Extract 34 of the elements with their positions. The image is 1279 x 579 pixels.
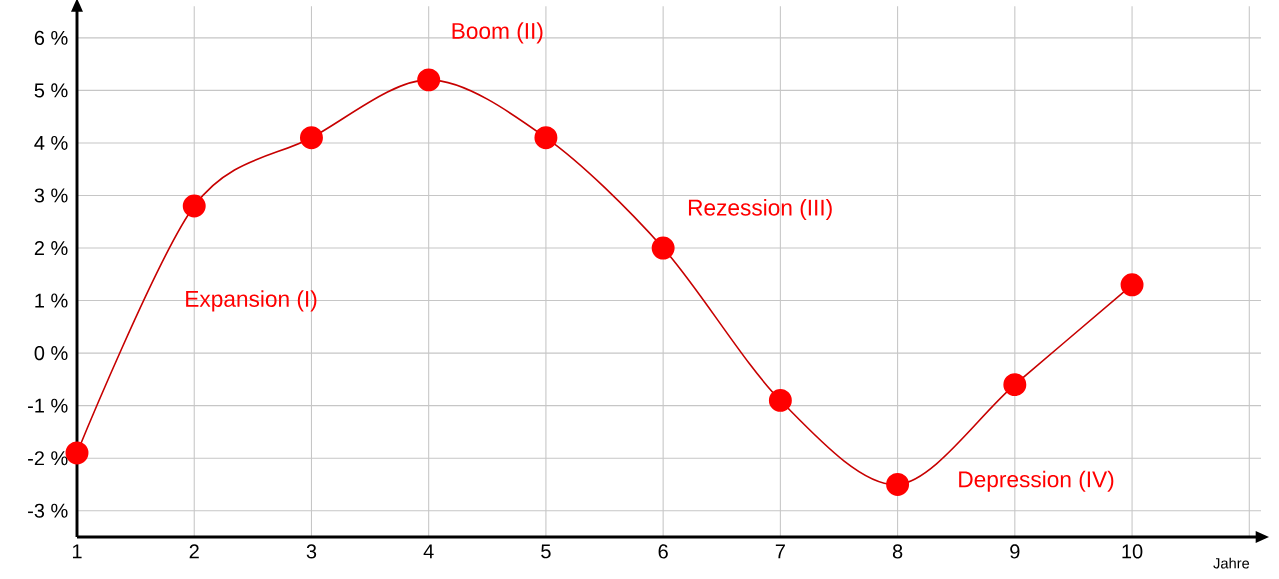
x-tick-label: 9 — [1010, 544, 1020, 559]
x-tick-label: 5 — [541, 544, 551, 559]
x-tick-label: 8 — [892, 544, 903, 559]
y-tick-label: 0 % — [34, 346, 68, 361]
point — [417, 68, 441, 92]
x-tick-label: 6 — [658, 544, 668, 559]
y-tick-label: -1 % — [28, 398, 68, 413]
x-tick-label: 10 — [1122, 544, 1143, 559]
point — [768, 388, 792, 412]
annotation: Boom (II) — [452, 22, 543, 44]
point — [534, 126, 558, 150]
y-tick-label: 1 % — [35, 293, 68, 308]
point — [182, 194, 206, 218]
y-tick-label: 6 % — [34, 30, 68, 45]
y-tick-label: 5 % — [34, 83, 68, 98]
x-tick-label: 2 — [189, 544, 199, 559]
y-tick-label: -2 % — [28, 451, 68, 466]
point — [1120, 273, 1144, 297]
x-tick-label: 7 — [775, 544, 785, 559]
x-axis-title: Jahre — [1213, 557, 1250, 569]
point — [886, 472, 910, 496]
y-tick-label: 2 % — [34, 240, 68, 256]
annotation: Rezession (III) — [688, 199, 832, 221]
y-tick-label: 3 % — [34, 188, 68, 203]
y-tick-label: 4 % — [34, 135, 68, 150]
x-tick-label: 3 — [306, 544, 317, 559]
x-tick-label: 1 — [72, 544, 82, 559]
annotation: Expansion (I) — [186, 290, 317, 312]
point — [651, 236, 675, 260]
point — [1003, 373, 1027, 397]
point — [299, 126, 323, 150]
annotation: Depression (IV) — [959, 470, 1114, 492]
x-tick-label: 4 — [423, 544, 434, 559]
y-tick-label: -3 % — [28, 503, 68, 518]
